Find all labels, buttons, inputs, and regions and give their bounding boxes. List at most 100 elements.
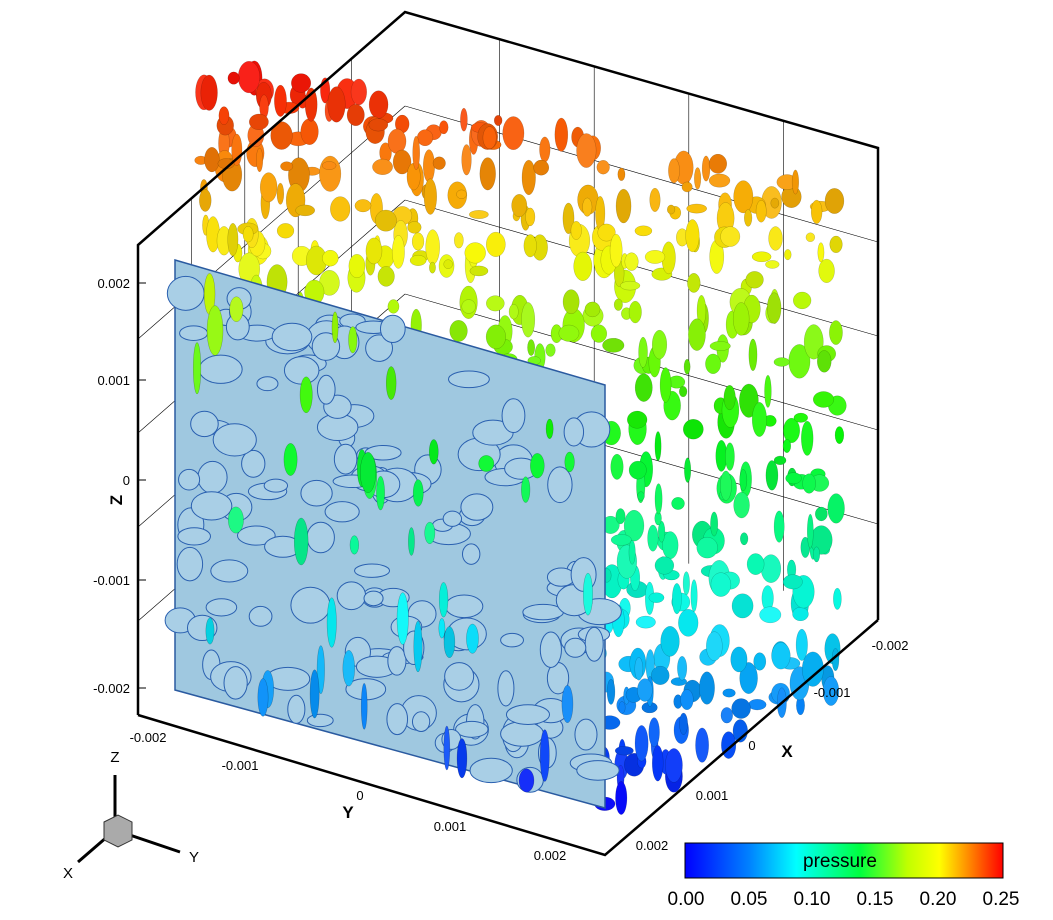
blob: [461, 299, 476, 314]
blob: [678, 608, 699, 637]
pore: [176, 546, 204, 582]
blob: [731, 698, 751, 719]
blob: [829, 320, 843, 345]
pore: [177, 527, 211, 546]
slice-blob: [466, 623, 479, 654]
slice-blob: [192, 342, 202, 395]
slice-blob: [385, 366, 397, 400]
slice-blob: [229, 296, 244, 323]
y-tick-label: 0.002: [534, 848, 567, 863]
x-tick-label: 0: [748, 738, 755, 753]
pore: [574, 718, 598, 751]
pore: [178, 468, 201, 491]
blob: [745, 271, 764, 289]
blob: [634, 225, 653, 237]
blob: [425, 229, 440, 265]
pore: [354, 563, 391, 578]
pore: [283, 356, 320, 385]
blob: [720, 226, 741, 247]
blob: [768, 226, 783, 251]
blob: [792, 291, 812, 310]
colorbar-title: pressure: [803, 851, 877, 872]
blob: [322, 249, 339, 267]
bounding-box: [136, 10, 880, 857]
blob: [291, 73, 312, 93]
blob: [644, 249, 666, 264]
blob: [739, 383, 759, 418]
blob: [765, 460, 779, 491]
blob: [429, 261, 436, 274]
z-tick-label: 0.001: [97, 373, 130, 388]
colorbar-tick-label: 0.05: [731, 889, 768, 910]
blob: [720, 707, 733, 724]
blob: [755, 199, 767, 223]
blob: [730, 646, 748, 673]
blob: [242, 225, 254, 243]
blob: [671, 497, 685, 510]
blob: [682, 418, 704, 440]
blob: [760, 554, 782, 583]
z-tick-label: -0.002: [93, 681, 130, 696]
blob: [508, 303, 519, 320]
blob: [486, 295, 505, 312]
slice-blob: [412, 479, 424, 507]
blob: [793, 412, 809, 423]
pore: [166, 275, 205, 311]
blob: [554, 117, 569, 152]
pore: [444, 662, 475, 691]
z-tick-label: -0.001: [93, 573, 130, 588]
blob: [634, 725, 649, 762]
slice-blob: [521, 476, 531, 503]
blob: [773, 357, 790, 367]
blob: [321, 161, 337, 170]
blob: [813, 546, 821, 563]
blob: [199, 189, 212, 212]
blob: [731, 593, 754, 619]
triad-cube: [103, 814, 133, 848]
blob: [648, 592, 665, 603]
blob: [634, 657, 644, 681]
blob: [647, 524, 659, 552]
blob: [739, 469, 748, 492]
blob: [558, 324, 580, 342]
slice-blob: [293, 517, 309, 566]
blob: [829, 235, 843, 254]
blob: [377, 266, 395, 287]
pore: [190, 410, 219, 438]
slice-blob: [564, 451, 575, 473]
slice-blob: [478, 455, 495, 472]
blob: [686, 203, 708, 214]
blob: [833, 587, 842, 610]
blob: [276, 182, 285, 205]
blob: [651, 329, 668, 360]
blob: [482, 126, 497, 150]
blob: [596, 160, 610, 175]
blob: [432, 156, 446, 170]
blob: [710, 572, 732, 597]
slice-blob: [348, 326, 358, 354]
blob: [493, 114, 503, 126]
blob: [485, 324, 506, 350]
pore: [290, 586, 331, 624]
pore: [461, 543, 481, 565]
x-tick-label: -0.001: [814, 685, 851, 700]
colorbar-tick-label: 0.20: [920, 889, 957, 910]
blob: [681, 181, 693, 193]
z-tick-label: 0: [123, 473, 130, 488]
pore: [306, 521, 335, 554]
pore: [365, 334, 394, 362]
blob: [562, 202, 575, 235]
blob: [782, 438, 792, 453]
triad-x: X: [63, 865, 73, 882]
pore: [387, 646, 407, 676]
y-tick-label: 0: [356, 788, 363, 803]
blob: [628, 540, 636, 565]
pore: [324, 501, 360, 523]
colorbar-tick-label: 0.10: [794, 889, 831, 910]
pore: [316, 374, 336, 405]
blob: [699, 671, 715, 705]
pore: [263, 478, 289, 493]
blob: [354, 199, 372, 213]
blob: [694, 167, 702, 190]
